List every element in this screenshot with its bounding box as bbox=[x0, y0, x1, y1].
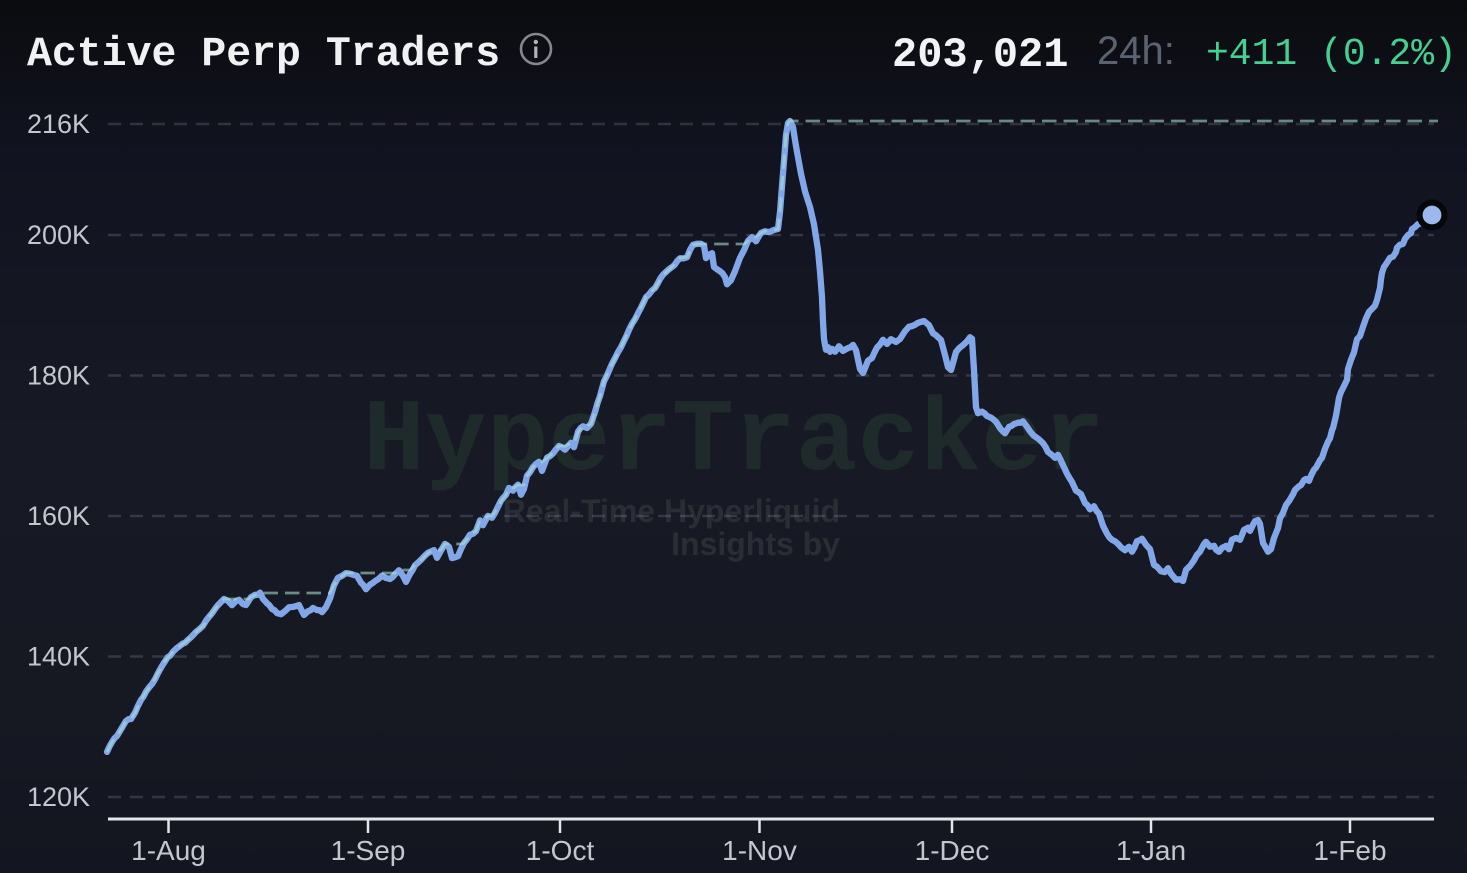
svg-text:24h:: 24h: bbox=[1097, 29, 1175, 73]
svg-text:1-Dec: 1-Dec bbox=[915, 835, 990, 866]
svg-text:140K: 140K bbox=[27, 642, 90, 672]
svg-text:HyperTracker: HyperTracker bbox=[363, 383, 1105, 500]
svg-text:1-Oct: 1-Oct bbox=[526, 835, 595, 866]
svg-text:1-Aug: 1-Aug bbox=[131, 835, 206, 866]
svg-text:Insights by: Insights by bbox=[671, 526, 840, 562]
svg-text:Active Perp Traders: Active Perp Traders bbox=[27, 31, 500, 78]
svg-text:Real-Time Hyperliquid: Real-Time Hyperliquid bbox=[503, 493, 840, 529]
svg-text:1-Jan: 1-Jan bbox=[1116, 835, 1186, 866]
svg-text:1-Sep: 1-Sep bbox=[331, 835, 406, 866]
svg-text:180K: 180K bbox=[27, 361, 90, 391]
svg-text:200K: 200K bbox=[27, 220, 90, 250]
svg-text:120K: 120K bbox=[27, 782, 90, 812]
svg-text:1-Nov: 1-Nov bbox=[722, 835, 797, 866]
svg-text:+411 (0.2%): +411 (0.2%) bbox=[1206, 33, 1457, 76]
svg-text:203,021: 203,021 bbox=[892, 31, 1068, 79]
svg-text:160K: 160K bbox=[27, 501, 90, 531]
svg-text:216K: 216K bbox=[27, 109, 90, 139]
svg-text:1-Feb: 1-Feb bbox=[1313, 835, 1386, 866]
